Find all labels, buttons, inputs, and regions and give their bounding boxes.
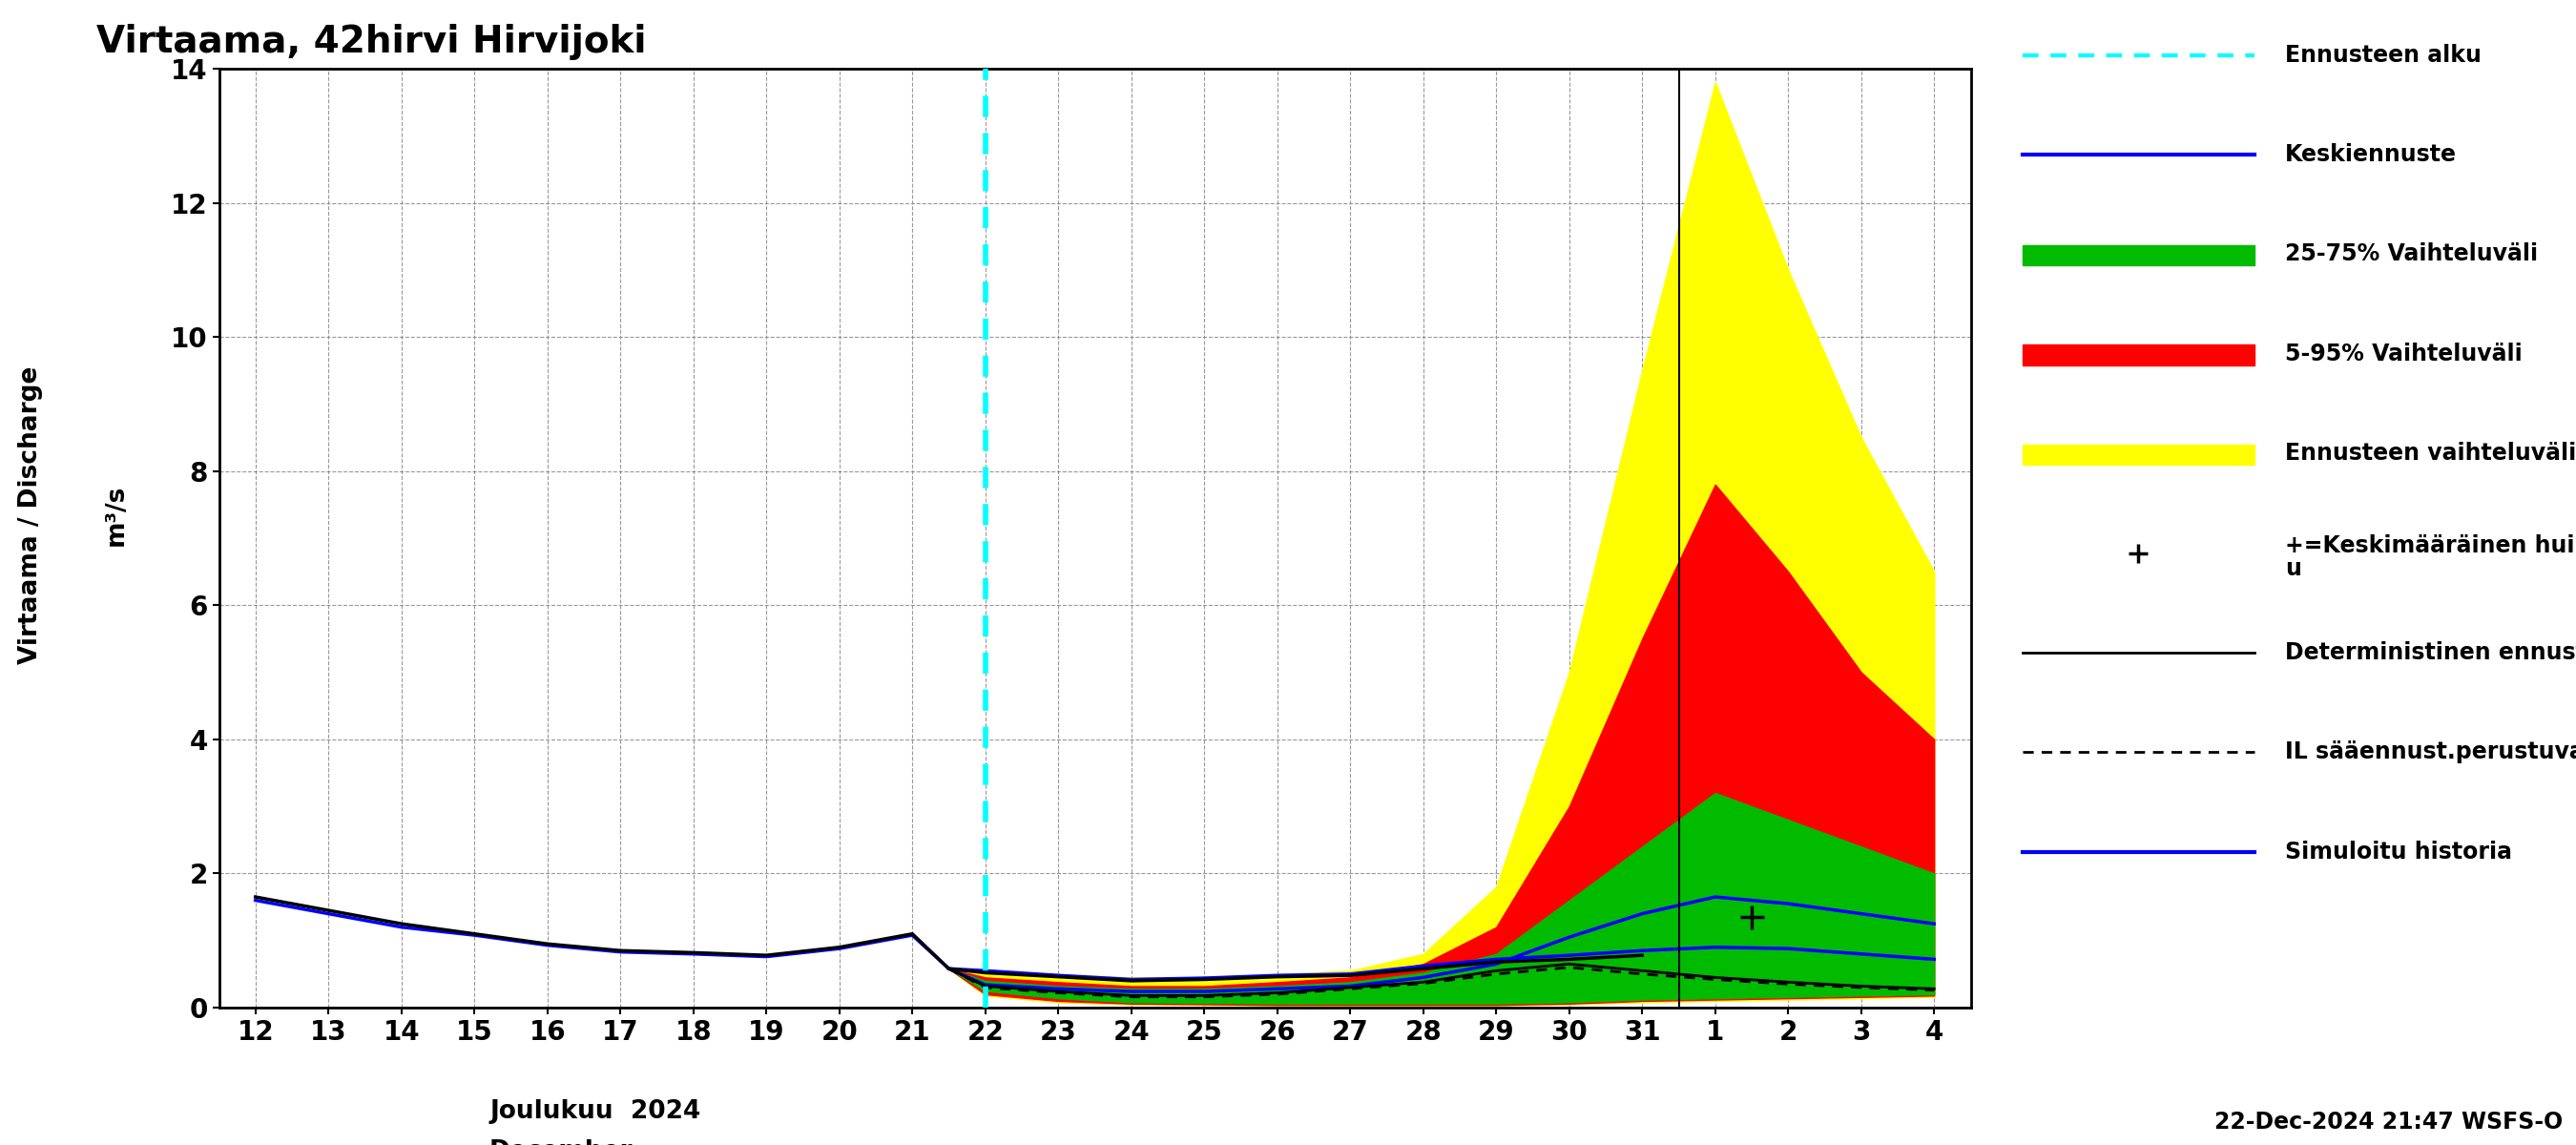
Text: Simuloitu historia: Simuloitu historia (2285, 840, 2512, 863)
Text: 25-75% Vaihteluväli: 25-75% Vaihteluväli (2285, 243, 2537, 266)
Text: Joulukuu  2024: Joulukuu 2024 (489, 1099, 701, 1124)
Text: 22-Dec-2024 21:47 WSFS-O: 22-Dec-2024 21:47 WSFS-O (2215, 1111, 2563, 1134)
Text: +=Keskimääräinen huippu: +=Keskimääräinen huippu (2285, 535, 2576, 558)
Text: u: u (2285, 558, 2300, 581)
Text: m³/s: m³/s (103, 484, 129, 546)
Text: December: December (489, 1139, 634, 1145)
Text: Deterministinen ennuste: Deterministinen ennuste (2285, 641, 2576, 664)
Text: IL sääennust.perustuva: IL sääennust.perustuva (2285, 741, 2576, 764)
Text: Virtaama, 42hirvi Hirvijoki: Virtaama, 42hirvi Hirvijoki (95, 24, 647, 61)
Text: Keskiennuste: Keskiennuste (2285, 143, 2458, 166)
Text: Ennusteen alku: Ennusteen alku (2285, 44, 2481, 66)
Text: 5-95% Vaihteluväli: 5-95% Vaihteluväli (2285, 342, 2522, 365)
Text: Virtaama / Discharge: Virtaama / Discharge (18, 366, 44, 664)
Text: Ennusteen vaihteluväli: Ennusteen vaihteluväli (2285, 442, 2576, 465)
